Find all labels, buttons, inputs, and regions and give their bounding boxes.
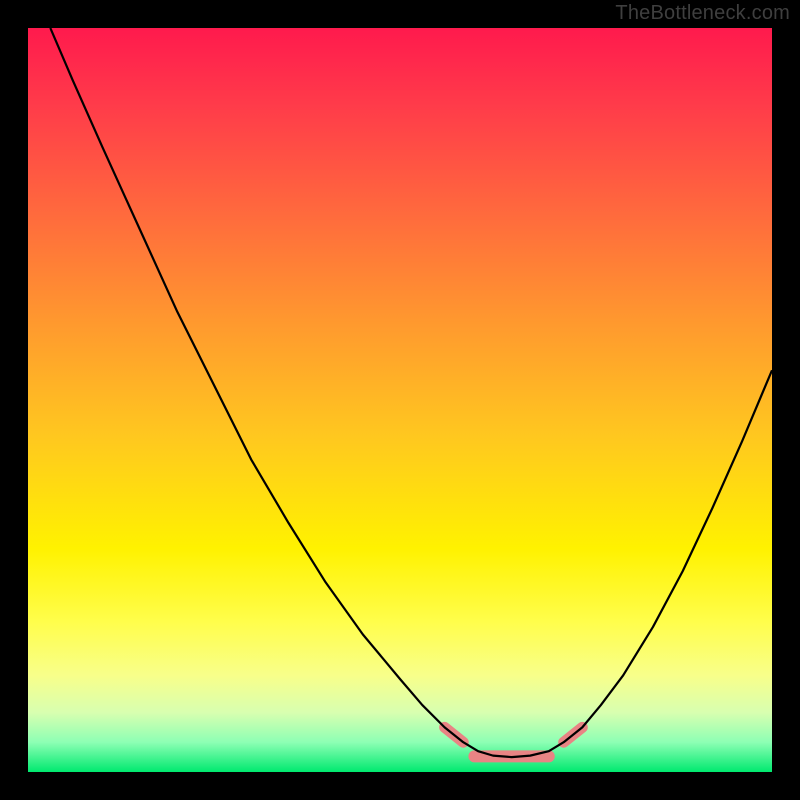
bottleneck-curve-chart	[28, 28, 772, 772]
gradient-background	[28, 28, 772, 772]
chart-frame: TheBottleneck.com	[0, 0, 800, 800]
attribution-label: TheBottleneck.com	[615, 2, 790, 25]
plot-area	[28, 28, 772, 772]
